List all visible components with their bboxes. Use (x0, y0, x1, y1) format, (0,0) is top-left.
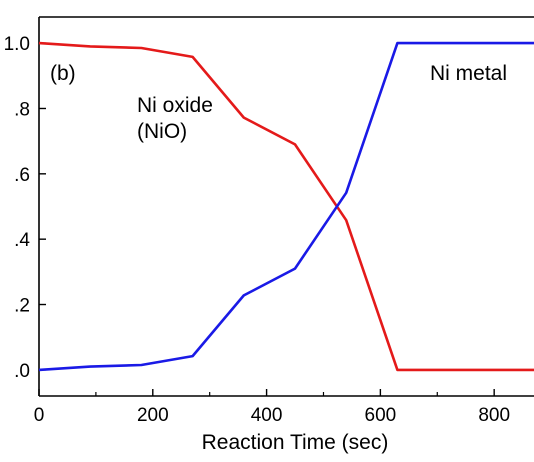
series-line-ni-metal (38, 41, 534, 372)
x-tick-label: 0 (34, 405, 45, 426)
y-tick-label: 1.0 (4, 34, 30, 55)
y-tick-label: .8 (14, 99, 30, 120)
series-line-ni-oxide (38, 41, 534, 372)
x-tick-label: 800 (478, 405, 510, 426)
y-tick-label: .2 (14, 296, 30, 317)
series-label-ni-oxide: (NiO) (137, 120, 187, 143)
series-label-ni-oxide: Ni oxide (137, 94, 213, 117)
x-axis-title: Reaction Time (sec) (202, 431, 389, 454)
panel-label: (b) (50, 62, 76, 85)
y-tick-label: .4 (14, 230, 30, 251)
x-tick-label: 600 (365, 405, 397, 426)
x-tick-label: 400 (251, 405, 283, 426)
y-tick-label: .6 (14, 165, 30, 186)
y-tick-label: .0 (14, 361, 30, 382)
series-label-ni-metal: Ni metal (430, 62, 507, 85)
x-tick-label: 200 (137, 405, 169, 426)
